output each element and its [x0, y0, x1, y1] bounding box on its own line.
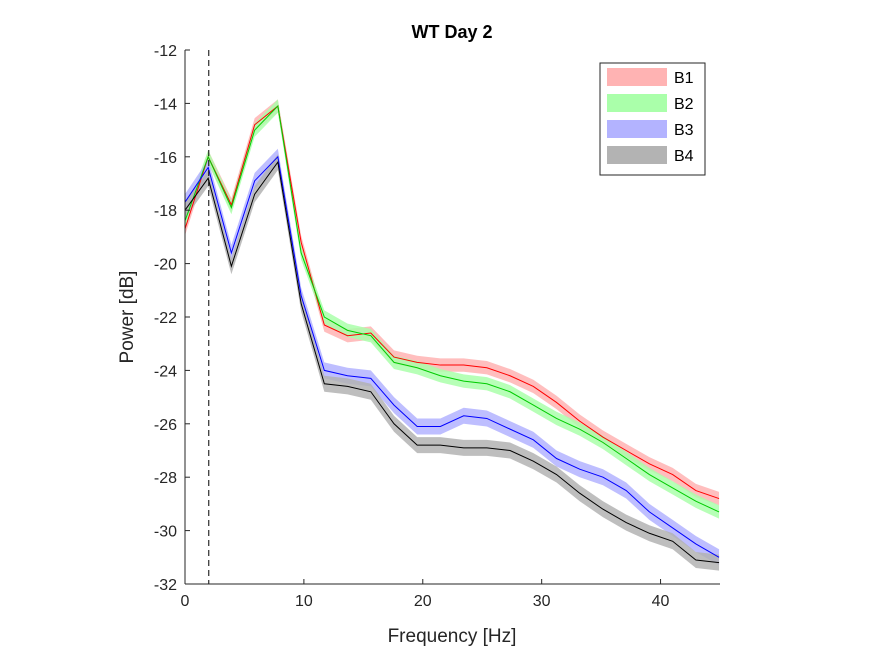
y-tick-label: -22 [154, 310, 177, 327]
x-axis-label: Frequency [Hz] [388, 626, 517, 647]
y-tick-label: -28 [154, 470, 177, 487]
legend-label-b1: B1 [674, 70, 694, 87]
legend-label-b4: B4 [674, 148, 694, 165]
x-tick-label: 30 [533, 593, 551, 610]
series-line-b3 [184, 155, 720, 558]
series-line-b4 [184, 160, 720, 564]
legend-swatch-b4 [607, 146, 667, 164]
y-tick-label: -18 [154, 203, 177, 220]
y-tick-label: -12 [154, 43, 177, 60]
band-b1 [185, 99, 720, 506]
legend-label-b3: B3 [674, 122, 694, 139]
x-tick-label: 20 [414, 593, 432, 610]
y-tick-label: -24 [154, 363, 177, 380]
legend-items: B1 B2 B3 B4 [607, 68, 694, 165]
y-tick-label: -30 [154, 524, 177, 541]
y-tick-label: -32 [154, 577, 177, 594]
series-line-b1 [184, 105, 720, 500]
x-tick-label: 40 [652, 593, 670, 610]
x-ticks: 0 10 20 30 40 [181, 579, 670, 610]
y-ticks: -32 -30 -28 -26 -24 -22 -20 -18 -16 -14 -12 [154, 43, 190, 594]
series-lines [184, 105, 720, 564]
y-tick-label: -14 [154, 96, 177, 113]
legend-swatch-b1 [607, 68, 667, 86]
y-tick-label: -16 [154, 150, 177, 167]
series-line-b2 [184, 105, 720, 513]
y-tick-label: -20 [154, 257, 177, 274]
legend-swatch-b3 [607, 120, 667, 138]
legend: B1 B2 B3 B4 [599, 62, 706, 176]
x-tick-label: 0 [181, 593, 190, 610]
y-axis-label: Power [dB] [117, 271, 138, 364]
chart-title: WT Day 2 [411, 22, 492, 42]
y-tick-label: -26 [154, 417, 177, 434]
x-tick-label: 10 [295, 593, 313, 610]
legend-label-b2: B2 [674, 96, 694, 113]
legend-swatch-b2 [607, 94, 667, 112]
